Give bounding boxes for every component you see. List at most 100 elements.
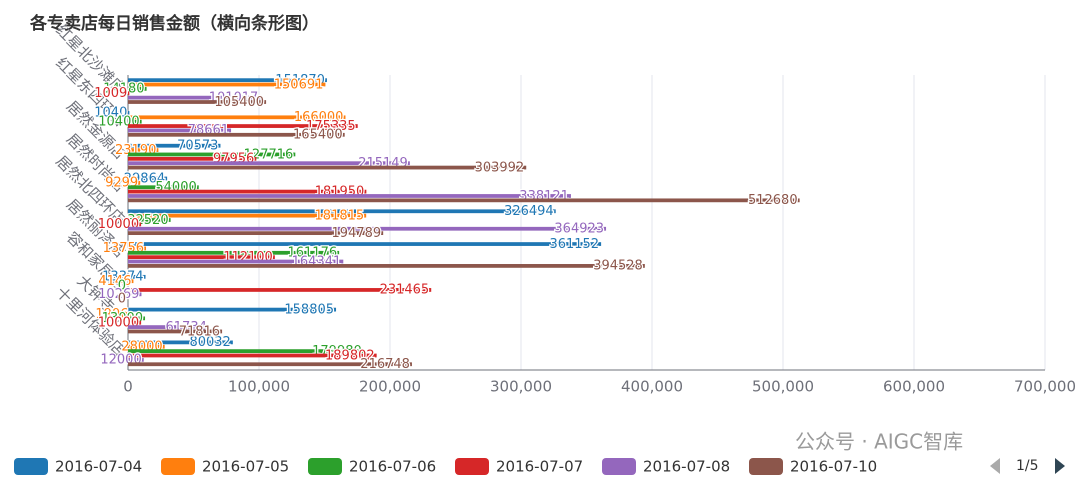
x-tick-label: 700,000 [1014, 378, 1076, 396]
bar [128, 325, 209, 329]
bar [128, 274, 146, 279]
x-tick-label: 400,000 [621, 378, 683, 396]
value-label: 361152 [549, 237, 599, 252]
legend-label: 2016-07-08 [643, 458, 730, 476]
bar [128, 362, 412, 367]
value-label: 189802 [325, 348, 375, 363]
bar [128, 213, 367, 218]
value-label: 1040 [94, 106, 127, 121]
chart-title: 各专卖店每日销售金额（横向条形图） [29, 13, 319, 34]
bar [128, 189, 367, 194]
bar [128, 95, 261, 100]
value-label: 158805 [284, 302, 334, 317]
legend-label: 2016-07-07 [496, 458, 583, 476]
x-tick-label: 200,000 [359, 378, 421, 396]
bar [128, 156, 257, 161]
legend-swatch [14, 458, 48, 475]
x-tick-label: 600,000 [883, 378, 945, 396]
legend-swatch [308, 458, 342, 475]
value-label: 10269 [98, 287, 139, 302]
value-label: 71816 [179, 324, 220, 339]
value-label: 14180 [103, 82, 144, 97]
bar [128, 349, 364, 354]
bar [128, 312, 131, 316]
bar [128, 344, 165, 349]
bar [128, 357, 144, 362]
value-label: 166000 [294, 110, 344, 125]
bar [128, 242, 602, 246]
bar [128, 255, 275, 260]
bar [128, 148, 159, 152]
watermark: 公众号 · AIGC智库 [795, 430, 963, 454]
x-tick-label: 100,000 [228, 378, 290, 396]
value-label: 194789 [332, 226, 382, 241]
value-label: 105400 [214, 95, 264, 110]
legend-swatch [602, 458, 636, 475]
bar [128, 222, 142, 227]
bar [128, 250, 340, 255]
bar [128, 185, 199, 190]
legend-swatch [749, 458, 783, 475]
value-label: 4146 [98, 274, 131, 289]
bar [128, 152, 296, 157]
value-label: 0 [118, 278, 126, 293]
bar [128, 132, 345, 137]
bar [128, 119, 142, 124]
x-tick-label: 0 [123, 378, 133, 396]
bar [128, 259, 344, 264]
bar [128, 198, 800, 203]
bar [128, 165, 527, 170]
bar [128, 288, 432, 292]
bar [128, 82, 326, 87]
bar [128, 111, 130, 115]
value-label: 80032 [189, 335, 230, 350]
bar [128, 329, 223, 334]
value-label: 165400 [293, 128, 343, 143]
bar [128, 180, 141, 185]
bar [128, 218, 171, 222]
value-label: 512680 [748, 193, 798, 208]
bar [128, 161, 410, 166]
bar [128, 87, 147, 91]
bar [128, 209, 556, 214]
legend-prev[interactable] [990, 458, 1000, 474]
bar [128, 353, 377, 358]
x-tick-label: 300,000 [490, 378, 552, 396]
value-label: 1906 [95, 307, 128, 322]
value-label: 1009 [94, 86, 127, 101]
value-label: 0 [118, 291, 126, 306]
bar [128, 316, 146, 321]
legend-page: 1/5 [1016, 458, 1039, 474]
bar [128, 194, 571, 198]
value-label: 394528 [593, 259, 643, 274]
bar [128, 143, 221, 148]
bar [128, 292, 142, 297]
bar [128, 246, 147, 251]
legend-swatch [161, 458, 195, 475]
bar [128, 226, 607, 231]
bar [128, 176, 168, 181]
value-label: 326494 [504, 204, 554, 219]
legend-label: 2016-07-06 [349, 458, 436, 476]
legend-swatch [455, 458, 489, 475]
legend-next[interactable] [1055, 458, 1065, 474]
value-label: 364923 [554, 222, 604, 237]
value-label: 181815 [315, 208, 365, 223]
bar [128, 100, 267, 104]
bar [128, 128, 232, 133]
bar [128, 320, 142, 325]
x-tick-label: 500,000 [752, 378, 814, 396]
bar [128, 124, 358, 128]
legend-label: 2016-07-04 [55, 458, 142, 476]
value-label: 216748 [360, 357, 410, 372]
value-label: 161176 [287, 246, 337, 261]
bar [128, 307, 337, 312]
bar [128, 264, 645, 268]
value-label: 231465 [380, 283, 430, 298]
bar [128, 231, 384, 236]
bar [128, 279, 134, 284]
bar [128, 115, 346, 120]
value-label: 303992 [475, 160, 525, 175]
